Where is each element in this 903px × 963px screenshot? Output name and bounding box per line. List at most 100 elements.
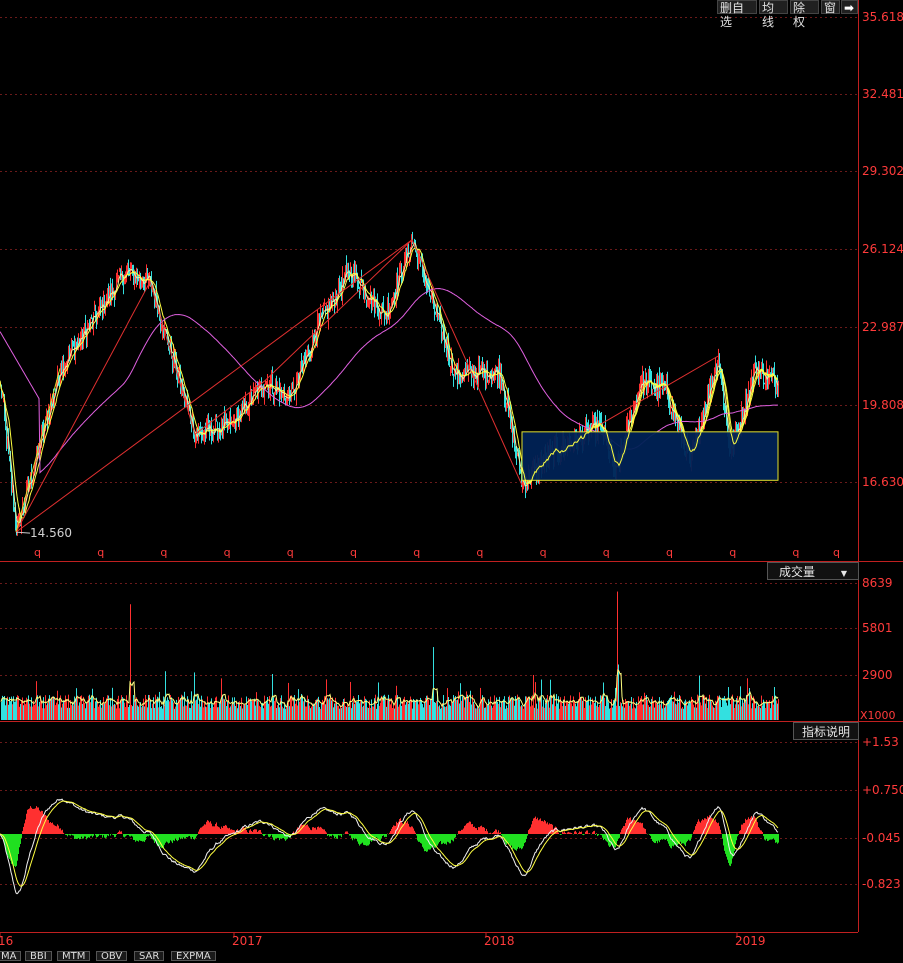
candle-body xyxy=(506,406,507,409)
volume-indicator-select[interactable]: 成交量 ▼ xyxy=(767,562,859,580)
volume-bar xyxy=(562,706,563,720)
osc-bar xyxy=(528,830,529,834)
osc-bar xyxy=(24,823,25,834)
volume-bar xyxy=(514,706,515,720)
volume-bar xyxy=(642,705,643,720)
volume-bar xyxy=(504,696,505,720)
osc-tick-label: -0.823 xyxy=(862,877,901,891)
osc-bar xyxy=(389,833,390,834)
osc-bar xyxy=(409,827,410,834)
volume-bar xyxy=(407,701,408,720)
indicator-help-button[interactable]: 指标说明 xyxy=(793,722,859,740)
volume-bar xyxy=(591,705,592,720)
volume-bar xyxy=(118,696,119,720)
volume-bar xyxy=(717,696,718,720)
volume-bar xyxy=(179,702,180,720)
candle-body xyxy=(305,357,306,359)
volume-bar xyxy=(439,705,440,720)
osc-bar xyxy=(251,831,252,834)
volume-bar xyxy=(671,695,672,720)
tab-obv[interactable]: OBV xyxy=(96,951,127,961)
tab-ma[interactable]: MA xyxy=(0,951,21,961)
x-tick-label: 2018 xyxy=(484,934,515,948)
osc-bar xyxy=(741,825,742,834)
osc-bar xyxy=(411,826,412,834)
tab-expma[interactable]: EXPMA xyxy=(171,951,216,961)
osc-bar xyxy=(621,830,622,834)
osc-bar xyxy=(412,827,413,834)
ma-button[interactable]: 均线 xyxy=(759,0,788,14)
volume-bar xyxy=(727,706,728,720)
osc-bar xyxy=(713,820,714,834)
volume-bar xyxy=(538,699,539,720)
volume-bar xyxy=(674,692,675,720)
osc-bar xyxy=(180,834,181,839)
osc-bar xyxy=(146,834,147,837)
delete-watch-button[interactable]: 删自选 xyxy=(717,0,757,14)
volume-tick-label: 2900 xyxy=(862,668,893,682)
volume-bar xyxy=(743,703,744,720)
osc-bar xyxy=(129,834,130,836)
candle-body xyxy=(378,311,379,319)
candle-body xyxy=(94,307,95,308)
osc-bar xyxy=(598,834,599,835)
volume-bar xyxy=(528,697,529,720)
volume-bar xyxy=(392,708,393,720)
volume-bar xyxy=(345,706,346,720)
osc-bar xyxy=(282,834,283,838)
volume-bar xyxy=(147,707,148,720)
osc-bar xyxy=(475,828,476,834)
osc-bar xyxy=(587,830,588,834)
osc-bar xyxy=(640,823,641,834)
osc-bar xyxy=(622,828,623,834)
candle-body xyxy=(469,365,470,366)
tab-mtm[interactable]: MTM xyxy=(57,951,90,961)
candle-body xyxy=(102,301,103,316)
volume-bar xyxy=(725,699,726,720)
candle-body xyxy=(445,345,446,348)
volume-bar xyxy=(129,705,130,720)
osc-bar xyxy=(717,823,718,834)
volume-bar xyxy=(555,706,556,720)
candle-body xyxy=(718,356,719,362)
q-marker: q xyxy=(34,546,41,559)
osc-bar xyxy=(486,829,487,834)
tab-bbi[interactable]: BBI xyxy=(25,951,52,961)
exright-button[interactable]: 除权 xyxy=(790,0,819,14)
volume-bar xyxy=(658,705,659,720)
volume-bar xyxy=(764,703,765,720)
volume-bar xyxy=(530,706,531,720)
volume-bar xyxy=(385,699,386,720)
osc-bar xyxy=(110,834,111,836)
volume-bar xyxy=(451,702,452,720)
candle-body xyxy=(748,388,749,395)
volume-bar xyxy=(742,700,743,720)
candle-body xyxy=(755,364,756,369)
osc-bar xyxy=(149,834,150,835)
osc-bar xyxy=(511,834,512,846)
tab-sar[interactable]: SAR xyxy=(134,951,164,961)
volume-bar xyxy=(532,705,533,720)
volume-bar xyxy=(435,703,436,720)
osc-bar xyxy=(181,834,182,838)
osc-bar xyxy=(329,834,330,837)
osc-bar xyxy=(402,823,403,834)
window-button[interactable]: 窗 xyxy=(821,0,840,14)
osc-bar xyxy=(390,831,391,834)
osc-bar xyxy=(665,834,666,840)
volume-bar xyxy=(719,695,720,720)
expand-arrow-icon[interactable]: ➡ xyxy=(841,0,858,14)
osc-bar xyxy=(278,834,279,838)
candle-body xyxy=(148,281,149,282)
volume-bar xyxy=(478,707,479,720)
osc-bar xyxy=(54,825,55,834)
volume-bar xyxy=(386,707,387,720)
volume-bar xyxy=(193,704,194,720)
volume-bar xyxy=(58,704,59,720)
volume-bar xyxy=(61,707,62,720)
osc-bar xyxy=(565,833,566,834)
osc-bar xyxy=(663,834,664,839)
volume-bar xyxy=(271,706,272,720)
